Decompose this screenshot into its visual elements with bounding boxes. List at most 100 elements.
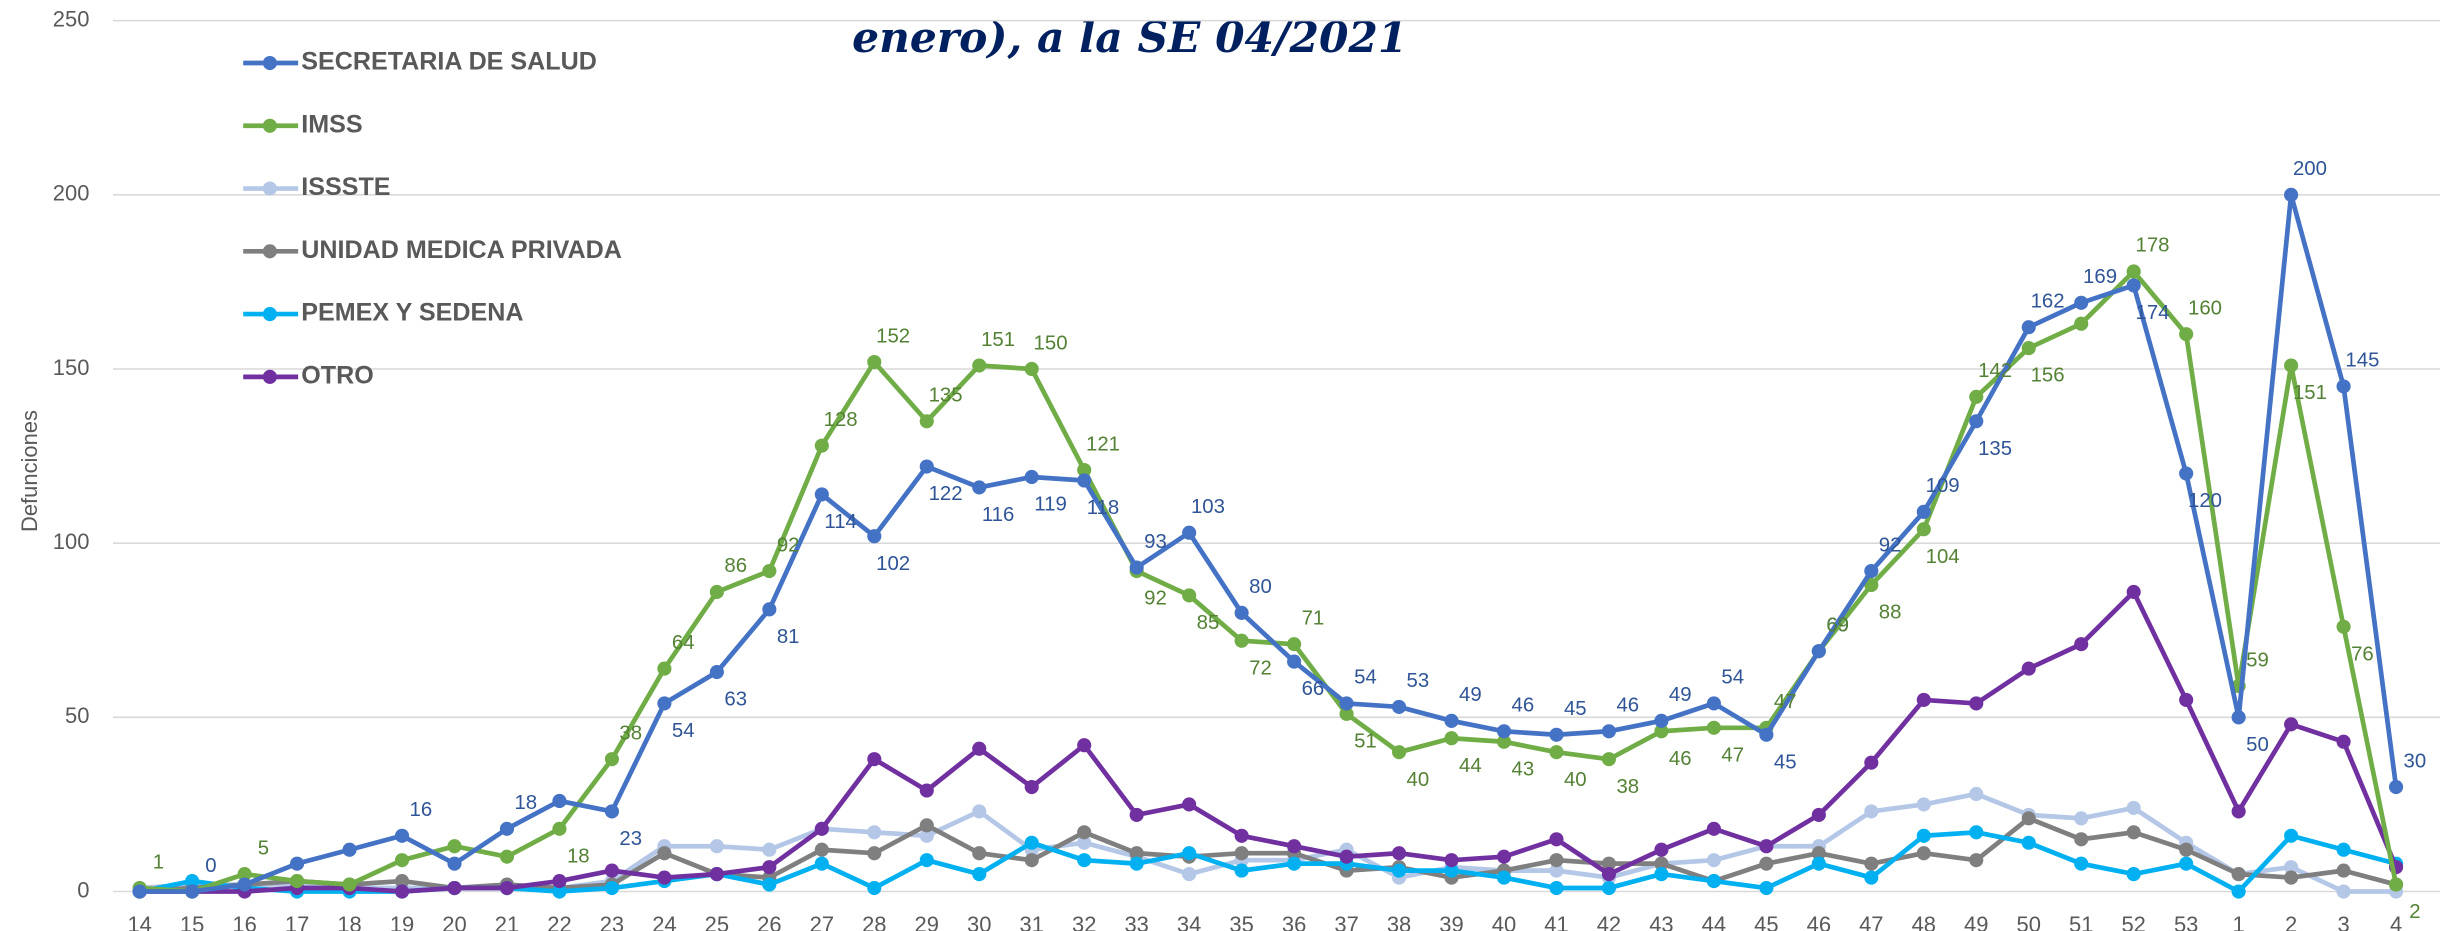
point xyxy=(394,828,410,843)
point xyxy=(2231,884,2246,899)
data-label: 54 xyxy=(672,720,695,742)
point xyxy=(1706,853,1721,868)
point xyxy=(342,877,357,892)
data-label: 122 xyxy=(929,483,963,505)
data-label: 71 xyxy=(1302,607,1325,629)
point xyxy=(1549,745,1564,760)
point xyxy=(2021,661,2036,676)
point xyxy=(1444,863,1459,878)
point xyxy=(290,874,305,889)
point xyxy=(1759,727,1774,742)
point xyxy=(185,884,200,899)
y-axis-label: Defunciones xyxy=(17,410,42,532)
point xyxy=(1601,880,1617,896)
point xyxy=(1234,828,1249,843)
point xyxy=(2284,187,2299,202)
point xyxy=(1444,853,1459,868)
point xyxy=(1129,856,1144,871)
data-label: 64 xyxy=(672,632,695,654)
data-label: 128 xyxy=(824,409,858,431)
data-label: 30 xyxy=(2404,750,2427,772)
point xyxy=(2284,358,2299,373)
point xyxy=(867,880,882,896)
data-label: 104 xyxy=(1926,546,1960,568)
point xyxy=(919,459,934,474)
point xyxy=(1391,846,1407,861)
data-label: 51 xyxy=(1354,730,1377,752)
data-label: 93 xyxy=(1144,531,1167,553)
data-label: 109 xyxy=(1926,475,1960,497)
x-tick-label: 52 xyxy=(2121,912,2145,931)
point xyxy=(1234,863,1249,878)
point xyxy=(1654,713,1669,728)
data-label: 118 xyxy=(1087,497,1119,519)
point xyxy=(1916,504,1931,519)
legend-marker xyxy=(262,55,277,71)
point xyxy=(1129,560,1144,575)
point xyxy=(1024,361,1039,377)
point xyxy=(1024,779,1039,795)
point xyxy=(1077,738,1092,753)
point xyxy=(2179,327,2194,342)
data-label: 40 xyxy=(1407,769,1430,791)
point xyxy=(867,354,882,370)
legend-label: OTRO xyxy=(301,361,374,389)
point xyxy=(2126,278,2141,293)
point xyxy=(342,842,357,857)
point xyxy=(2074,316,2089,331)
y-tick-label: 100 xyxy=(53,529,90,554)
data-label: 120 xyxy=(2188,490,2222,512)
x-tick-label: 43 xyxy=(1649,912,1673,931)
point xyxy=(447,839,462,854)
point xyxy=(2126,867,2141,882)
data-label: 178 xyxy=(2136,235,2170,257)
data-label: 103 xyxy=(1191,496,1225,518)
data-label: 102 xyxy=(876,553,910,575)
y-tick-label: 150 xyxy=(53,355,90,380)
point xyxy=(1811,644,1826,659)
data-label: 63 xyxy=(724,689,747,711)
x-tick-label: 4 xyxy=(2390,912,2402,931)
point xyxy=(1077,825,1092,840)
y-tick-label: 50 xyxy=(65,703,89,728)
y-tick-label: 250 xyxy=(53,6,90,31)
point xyxy=(394,853,410,868)
point xyxy=(1549,853,1564,868)
point xyxy=(972,804,987,819)
x-tick-label: 37 xyxy=(1334,912,1358,931)
data-label: 72 xyxy=(1249,657,1272,679)
x-tick-label: 26 xyxy=(757,912,781,931)
x-tick-label: 50 xyxy=(2017,912,2041,931)
point xyxy=(1496,870,1512,885)
data-label: 18 xyxy=(514,792,537,814)
point xyxy=(1391,745,1407,760)
point xyxy=(1654,856,1669,871)
point xyxy=(814,487,829,502)
point xyxy=(867,846,882,861)
point xyxy=(762,877,777,892)
series-line xyxy=(139,589,2399,894)
point xyxy=(762,860,777,875)
point xyxy=(1864,870,1879,885)
data-label: 151 xyxy=(981,329,1015,351)
point xyxy=(499,849,515,864)
point xyxy=(604,804,619,819)
data-label: 114 xyxy=(824,511,856,533)
point xyxy=(1077,462,1092,478)
point xyxy=(919,414,934,429)
point xyxy=(1969,414,1984,429)
point xyxy=(1811,846,1826,861)
point xyxy=(2284,828,2299,843)
data-label: 76 xyxy=(2351,643,2374,665)
point xyxy=(1024,469,1039,485)
data-label: 86 xyxy=(724,555,747,577)
point xyxy=(1601,724,1617,739)
data-label: 142 xyxy=(1978,360,2012,382)
x-tick-label: 1 xyxy=(2233,912,2245,931)
data-label: 85 xyxy=(1197,612,1220,634)
legend-marker xyxy=(262,244,277,259)
point xyxy=(1601,867,1617,882)
point xyxy=(1811,807,1826,822)
legend-label: SECRETARIA DE SALUD xyxy=(301,48,597,76)
